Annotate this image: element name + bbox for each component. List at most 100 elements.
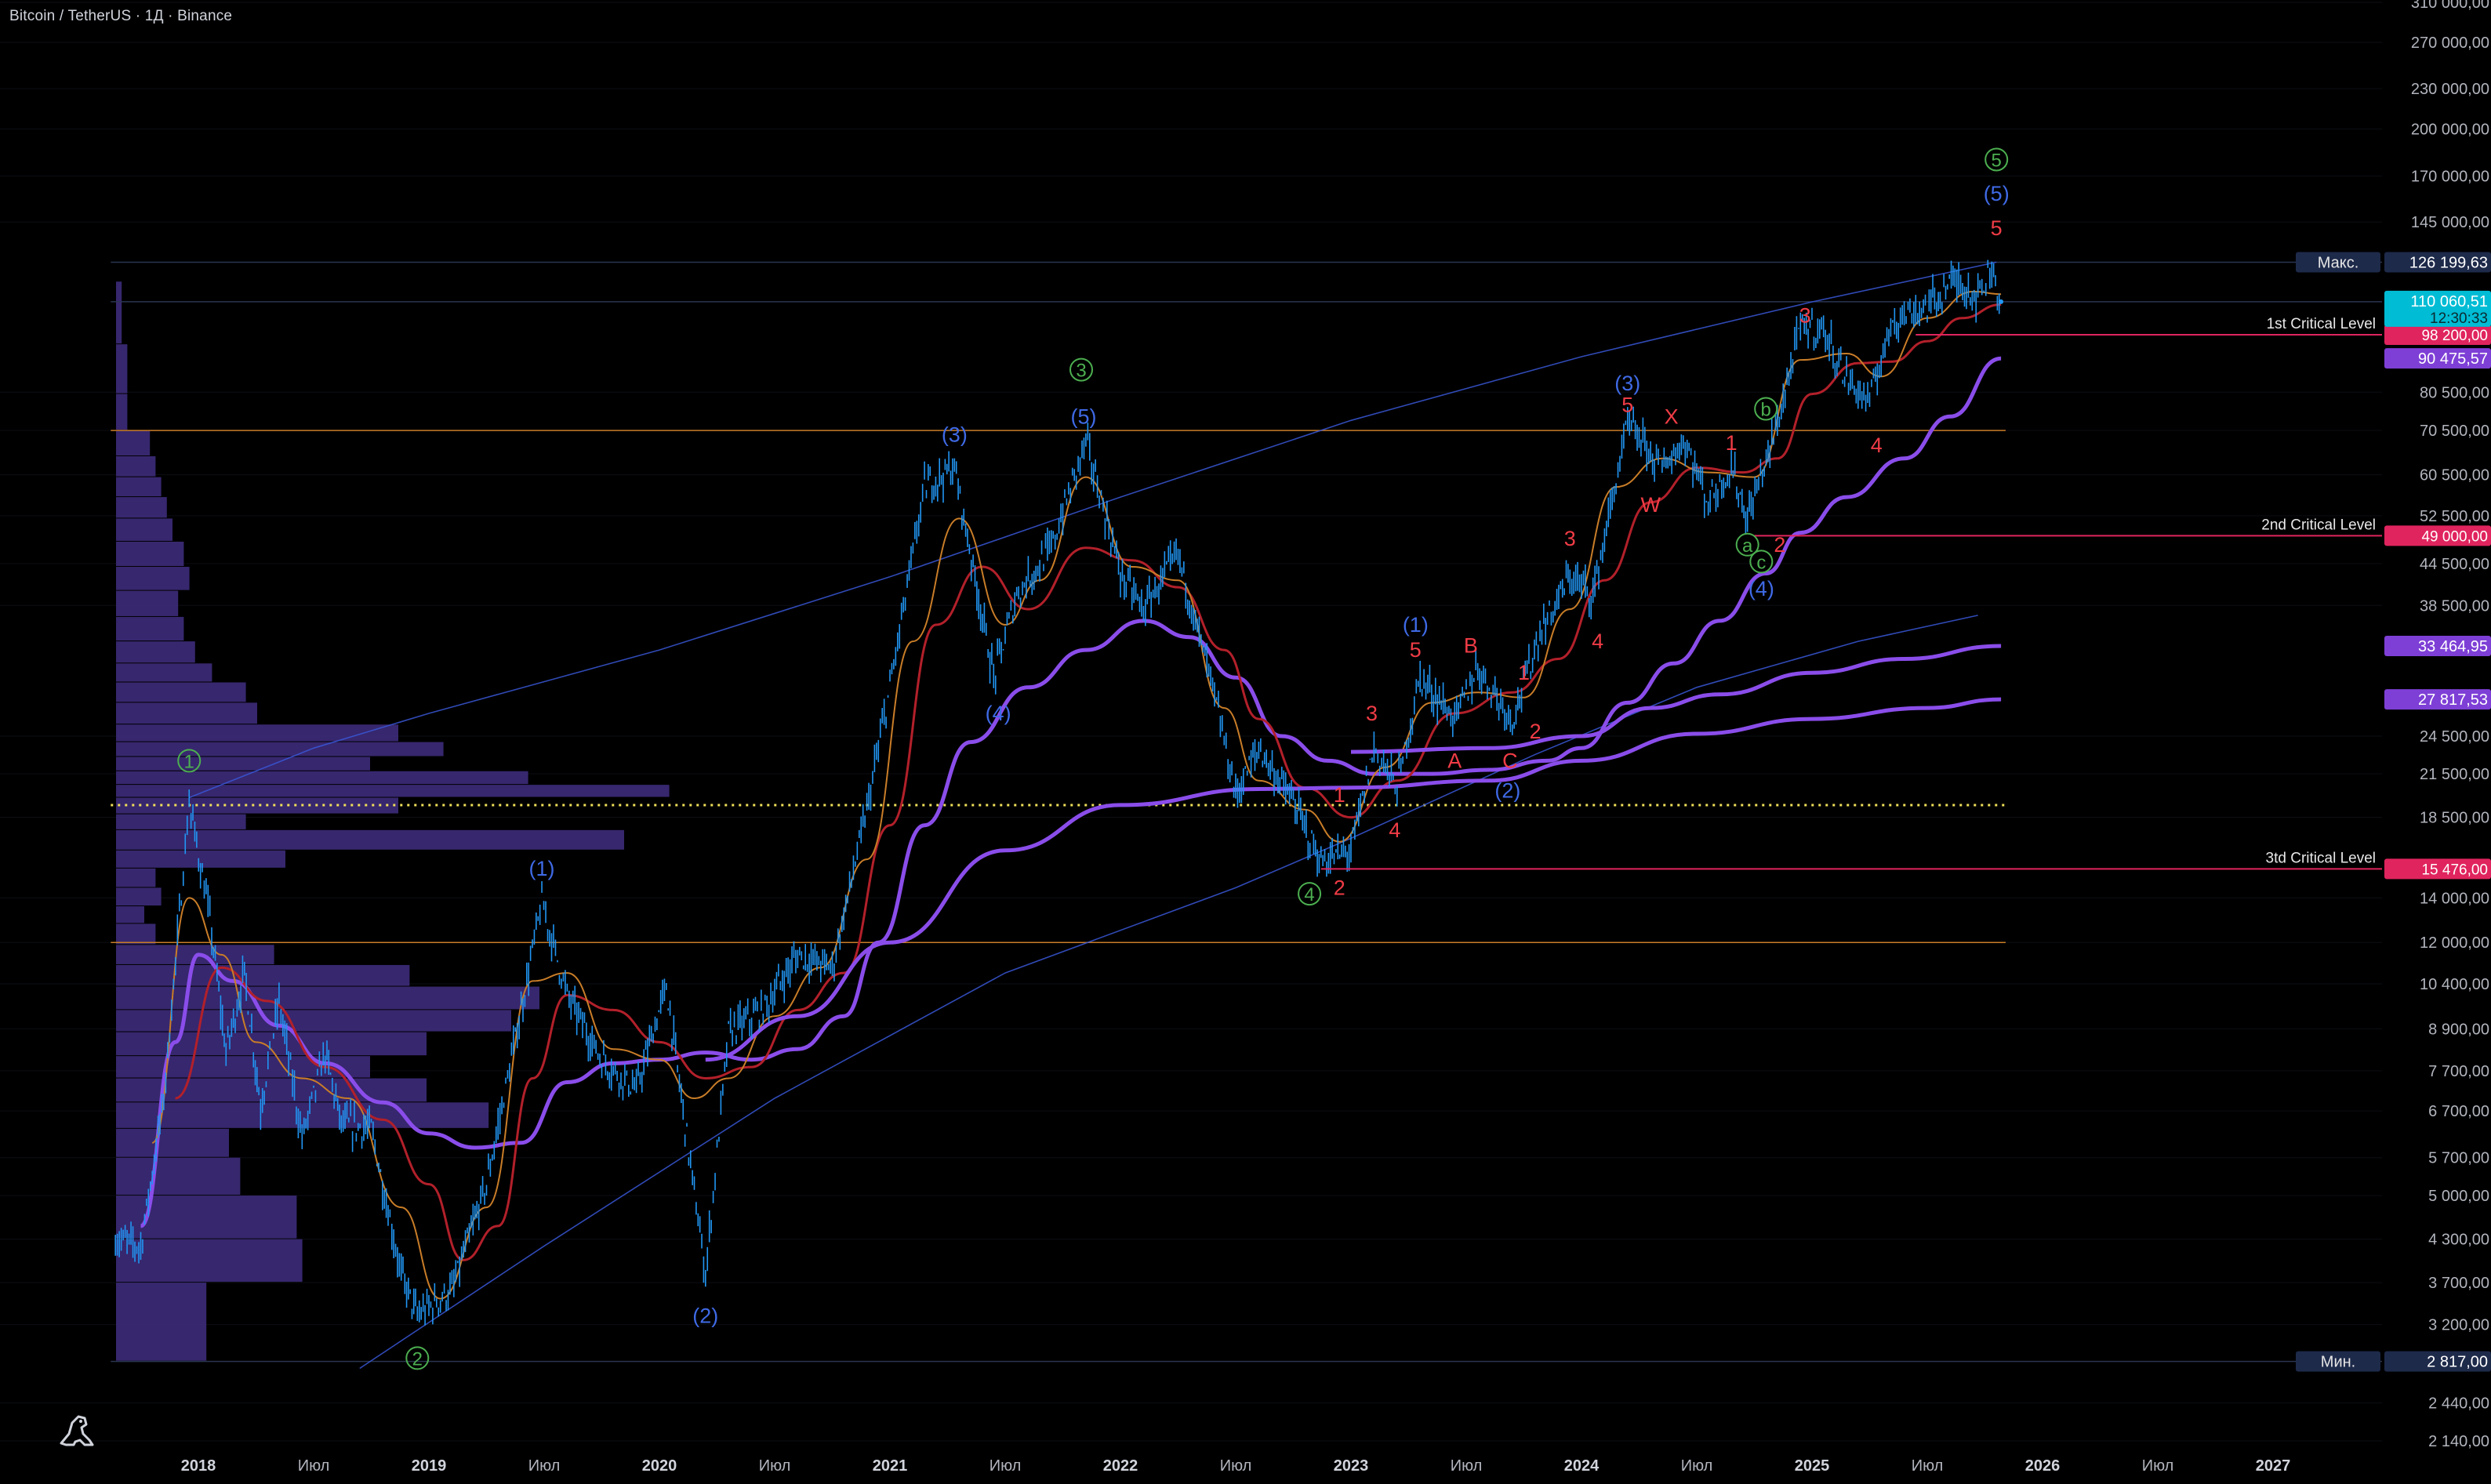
price-badge [2384,252,2491,273]
critical-price-label: 98 200,00 [2421,328,2488,344]
symbol-title[interactable]: Bitcoin / TetherUS · 1Д · Binance [9,8,233,24]
volume-profile-bar [116,430,151,455]
wave-circle [405,1346,430,1370]
volume-profile-bar [116,394,128,430]
volume-profile-bar [116,682,246,702]
price-badge-label: 33 464,95 [2418,638,2488,655]
wave-label: 5 [1991,216,2003,240]
time-tick-label: Июл [1220,1457,1252,1475]
wave-label: 3 [1799,303,1811,327]
last-price-point [1999,299,2004,304]
price-badge [2384,290,2491,327]
price-tick-label: 2 140,00 [2428,1433,2489,1450]
volume-profile-bar [116,785,670,797]
volume-profile-bar [116,1056,370,1078]
price-tick-label: 38 500,00 [2420,597,2489,615]
wave-label: 1 [1518,661,1530,684]
wave-label: 4 [1871,434,1883,457]
volume-profile-bar [116,1078,427,1102]
volume-profile-bar [116,923,156,945]
time-axis[interactable]: 2018 Июл 2019 Июл 2020 Июл 2021 Июл 2022 Июл 2023 И… [181,1457,2291,1475]
volume-profile-bar [116,868,156,887]
price-tick-label: 3 700,00 [2428,1275,2489,1292]
volume-profile-bar [116,477,162,497]
wave-circle [1298,882,1322,906]
wave-label: b [1761,399,1771,420]
volume-profile-bar [116,541,184,567]
wave-label: B [1464,634,1478,658]
price-tick-label: 14 000,00 [2420,890,2489,907]
wave-label: 1 [1334,783,1345,807]
price-badge-prefix: Макс. [2318,254,2359,271]
time-tick-label: Июл [1681,1457,1713,1475]
volume-profile-bar [116,1102,489,1128]
wave-label: C [1502,749,1518,772]
wave-circle [1735,532,1759,557]
price-tick-label: 7 700,00 [2428,1063,2489,1080]
price-tick-label: 230 000,00 [2411,81,2489,98]
price-tick-label: 70 500,00 [2420,423,2489,440]
time-tick-label: 2022 [1103,1457,1138,1475]
critical-level-label: 2nd Critical Level [2261,517,2376,533]
price-tick-label: 24 500,00 [2420,728,2489,746]
channel-line [359,615,1978,1370]
price-tick-label: 170 000,00 [2411,169,2489,186]
price-tick-label: 60 500,00 [2420,467,2489,484]
wave-label: 1 [1726,431,1738,455]
volume-profile-bar [116,1032,427,1056]
price-badge-label: 110 060,51 [2410,293,2488,310]
volume-profile-bar [116,281,122,344]
wave-label: 2 [1334,876,1345,899]
volume-profile-bar [116,344,128,394]
price-badge-label: 126 199,63 [2409,254,2488,271]
critical-level-label: 3td Critical Level [2266,850,2376,866]
volume-profile-bar [116,497,167,518]
wave-label: (2) [1494,778,1520,802]
volume-profile-bar [116,1157,241,1196]
wave-label: 2 [412,1348,423,1370]
wave-label: 3 [1366,702,1378,725]
time-tick-label: 2027 [2256,1457,2291,1475]
price-badge [2384,1351,2491,1372]
volume-profile-bar [116,1128,229,1157]
wave-label: 4 [1592,630,1603,653]
price-tick-label: 52 500,00 [2420,508,2489,525]
volume-profile-bar [116,1010,511,1032]
moving-average-line [151,290,2002,1300]
time-tick-label: Июл [990,1457,1022,1475]
price-badge-prefix: Мин. [2321,1354,2355,1371]
critical-price-label: 49 000,00 [2421,528,2488,545]
price-badge-label: 90 475,57 [2418,350,2488,368]
price-axis[interactable]: 98 200,00 49 000,00 15 476,00 310 000,00 270… [2296,0,2491,1450]
price-tick-label: 310 000,00 [2411,0,2489,12]
wave-label: 4 [1389,818,1400,842]
time-tick-label: 2026 [2025,1457,2061,1475]
price-series [114,259,2004,1326]
critical-price-label: 15 476,00 [2421,862,2488,878]
price-badge-prefix-bg [2296,252,2380,273]
price-tick-label: 44 500,00 [2420,556,2489,573]
wave-label: (1) [1403,613,1429,637]
time-tick-label: Июл [298,1457,330,1475]
wave-label: 3 [1076,361,1086,382]
tradingview-dino-icon[interactable] [55,1407,102,1454]
wave-circle [1749,550,1774,574]
time-tick-label: Июл [759,1457,791,1475]
wave-label: X [1665,405,1679,428]
time-tick-label: Июл [1912,1457,1944,1475]
volume-profile-bar [116,742,444,757]
volume-profile-bar [116,455,156,477]
volume-profile-bar [116,702,257,724]
price-tick-label: 10 400,00 [2420,976,2489,993]
price-badge-prefix-bg [2296,1351,2380,1372]
volume-profile-bar [116,567,190,590]
volume-profile-bar [116,616,184,641]
wave-circle [1754,397,1778,421]
volume-profile-bar [116,964,410,986]
price-tick-label: 200 000,00 [2411,122,2489,139]
price-tick-label: 145 000,00 [2411,214,2489,231]
price-tick-label: 6 700,00 [2428,1103,2489,1120]
chart-grid [0,2,2382,1442]
price-badge [2384,689,2491,710]
